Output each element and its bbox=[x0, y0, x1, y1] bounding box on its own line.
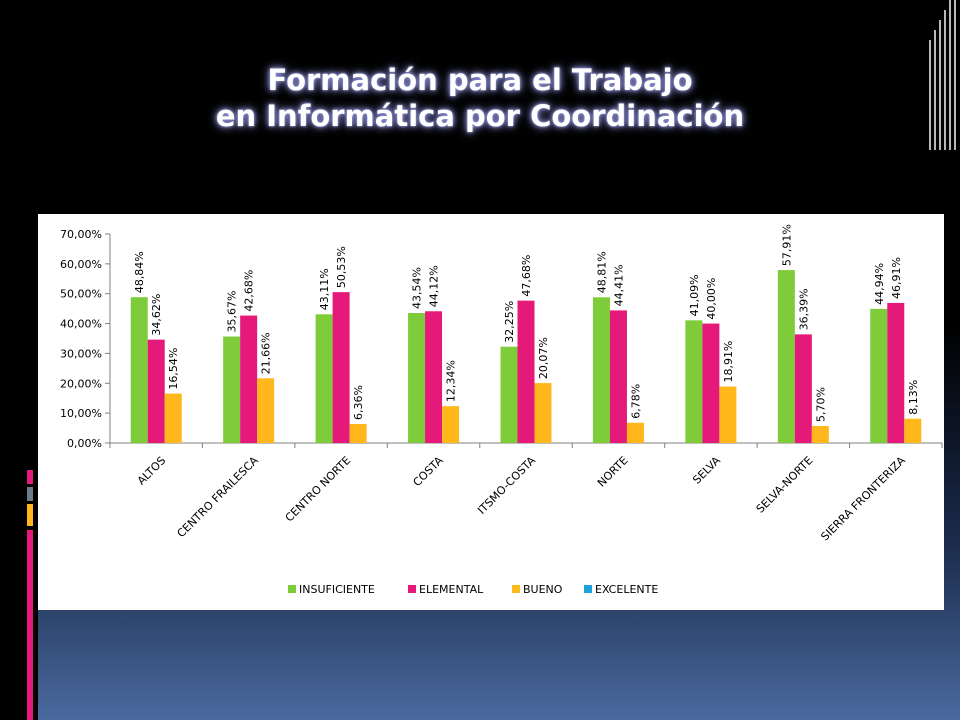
title-line-1: Formación para el Trabajo bbox=[267, 63, 693, 97]
y-tick-label: 60,00% bbox=[60, 258, 102, 271]
category-label: ALTOS bbox=[135, 454, 169, 488]
bar-bueno bbox=[442, 406, 460, 443]
data-label: 48,81% bbox=[595, 251, 608, 293]
legend-swatch-bueno bbox=[512, 585, 520, 593]
bar-bueno bbox=[719, 386, 737, 443]
bar-bueno bbox=[811, 425, 829, 443]
bar-insuficiente bbox=[592, 297, 610, 443]
data-label: 16,54% bbox=[167, 348, 180, 390]
bar-insuficiente bbox=[870, 308, 888, 443]
bar-insuficiente bbox=[223, 336, 241, 443]
bar-insuficiente bbox=[777, 270, 795, 443]
data-label: 32,25% bbox=[503, 301, 516, 343]
data-label: 8,13% bbox=[907, 380, 920, 415]
accent-mark-gray bbox=[27, 487, 33, 501]
category-label: CENTRO NORTE bbox=[283, 454, 354, 525]
data-label: 6,78% bbox=[629, 384, 642, 419]
legend-swatch-insuficiente bbox=[288, 585, 296, 593]
category-label: COSTA bbox=[411, 454, 446, 489]
data-label: 44,41% bbox=[612, 264, 625, 306]
legend-label-bueno: BUENO bbox=[523, 583, 563, 596]
bar-bueno bbox=[904, 418, 922, 443]
bar-insuficiente bbox=[315, 314, 333, 443]
bar-bueno bbox=[626, 422, 644, 443]
legend-swatch-excelente bbox=[584, 585, 592, 593]
data-label: 41,09% bbox=[688, 274, 701, 316]
bar-bueno bbox=[349, 424, 367, 443]
data-label: 40,00% bbox=[705, 278, 718, 320]
bar-chart: 0,00% 10,00% 20,00% 30,00% 40,00% 50,00% 60,00… bbox=[60, 224, 943, 596]
data-label: 44,94% bbox=[873, 263, 886, 305]
category-label: SELVA-NORTE bbox=[754, 454, 816, 516]
legend-label-excelente: EXCELENTE bbox=[595, 583, 658, 596]
bar-elemental bbox=[887, 302, 905, 443]
bar-elemental bbox=[425, 311, 443, 443]
bar-elemental bbox=[332, 292, 350, 443]
bar-insuficiente bbox=[130, 297, 148, 443]
legend-swatch-elemental bbox=[408, 585, 416, 593]
category-label: SIERRA FRONTERIZA bbox=[818, 454, 908, 544]
bar-bueno bbox=[257, 378, 275, 443]
data-label: 34,62% bbox=[150, 294, 163, 336]
accent-mark-gold bbox=[27, 504, 33, 526]
data-label: 47,68% bbox=[520, 255, 533, 297]
chart-panel: 0,00% 10,00% 20,00% 30,00% 40,00% 50,00% 60,00… bbox=[38, 214, 944, 610]
data-label: 12,34% bbox=[445, 360, 458, 402]
bar-elemental bbox=[240, 315, 258, 443]
data-label: 18,91% bbox=[722, 341, 735, 383]
y-tick-label: 20,00% bbox=[60, 377, 102, 390]
bar-insuficiente bbox=[685, 320, 703, 443]
data-label: 36,39% bbox=[797, 288, 810, 330]
y-tick-label: 0,00% bbox=[67, 437, 102, 450]
slide-title: Formación para el Trabajo en Informática… bbox=[100, 62, 860, 134]
data-label: 48,84% bbox=[133, 251, 146, 293]
bar-elemental bbox=[702, 323, 720, 443]
data-label: 50,53% bbox=[335, 246, 348, 288]
bar-insuficiente bbox=[500, 346, 518, 443]
bar-bueno bbox=[534, 383, 552, 443]
data-label: 44,12% bbox=[428, 265, 441, 307]
data-label: 6,36% bbox=[352, 385, 365, 420]
data-label: 43,11% bbox=[318, 268, 331, 310]
legend-label-insuficiente: INSUFICIENTE bbox=[299, 583, 375, 596]
legend-label-elemental: ELEMENTAL bbox=[419, 583, 484, 596]
accent-mark-pink-long bbox=[27, 530, 33, 720]
bar-elemental bbox=[147, 339, 165, 443]
y-tick-label: 10,00% bbox=[60, 407, 102, 420]
bar-bueno bbox=[164, 393, 182, 443]
data-label: 5,70% bbox=[814, 387, 827, 422]
category-label: CENTRO FRAILESCA bbox=[175, 454, 262, 541]
data-label: 35,67% bbox=[226, 291, 239, 333]
accent-mark-pink bbox=[27, 470, 33, 484]
bar-insuficiente bbox=[408, 313, 426, 443]
y-tick-label: 40,00% bbox=[60, 318, 102, 331]
y-tick-label: 50,00% bbox=[60, 288, 102, 301]
bar-elemental bbox=[794, 334, 812, 443]
category-label: SELVA bbox=[690, 454, 723, 487]
data-label: 46,91% bbox=[890, 257, 903, 299]
data-label: 42,68% bbox=[243, 270, 256, 312]
title-line-2: en Informática por Coordinación bbox=[215, 99, 745, 133]
y-tick-label: 70,00% bbox=[60, 228, 102, 241]
data-label: 43,54% bbox=[411, 267, 424, 309]
category-label: NORTE bbox=[595, 454, 631, 490]
data-label: 57,91% bbox=[780, 224, 793, 266]
category-label: ITSMO-COSTA bbox=[475, 454, 538, 517]
bar-elemental bbox=[609, 310, 627, 443]
y-tick-label: 30,00% bbox=[60, 347, 102, 360]
data-label: 21,66% bbox=[260, 332, 273, 374]
corner-decoration bbox=[929, 0, 956, 150]
bar-elemental bbox=[517, 300, 535, 443]
data-label: 20,07% bbox=[537, 337, 550, 379]
